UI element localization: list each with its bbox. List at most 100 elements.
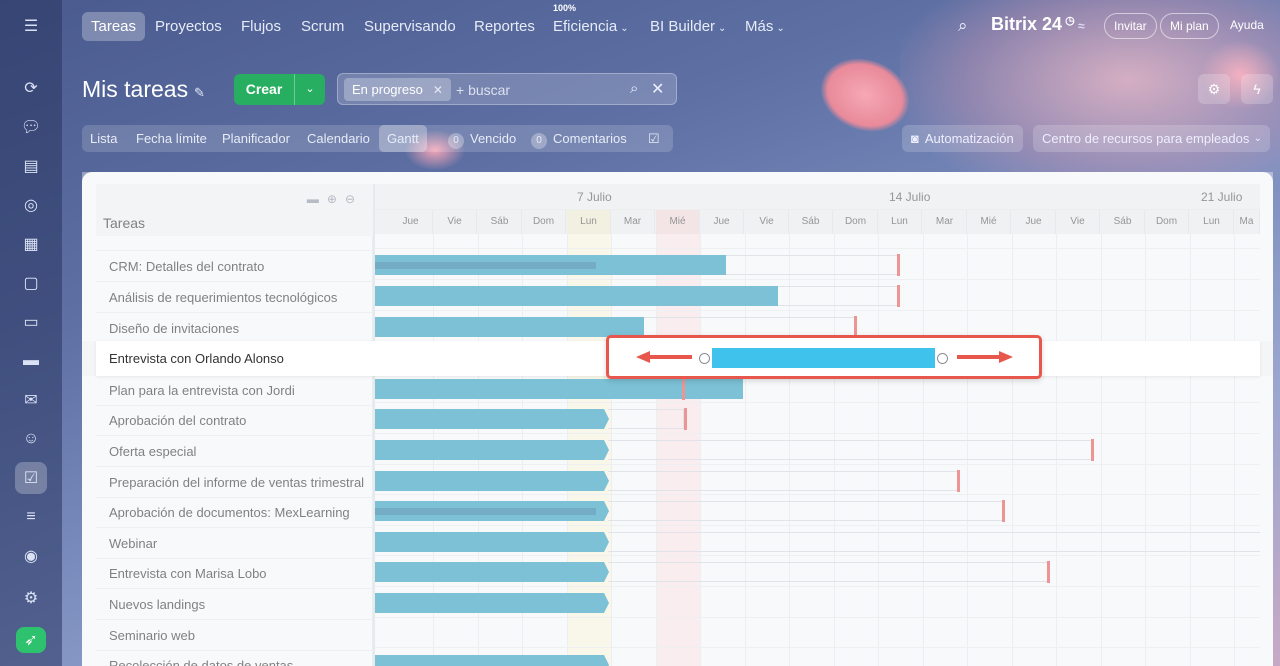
view-deadline[interactable]: Fecha límite [136, 131, 207, 146]
tab-bi-builder[interactable]: BI Builder ⌄ [641, 12, 735, 41]
help-button[interactable]: Ayuda [1230, 18, 1264, 32]
list-item[interactable]: Entrevista con Marisa Lobo [96, 558, 373, 589]
day-header: Mar [923, 210, 967, 234]
task-bar[interactable] [375, 379, 743, 399]
day-header: Dom [1145, 210, 1189, 234]
docs-icon[interactable]: ▢ [23, 275, 39, 292]
tab-more[interactable]: Más ⌄ [736, 12, 794, 41]
resources-center-button[interactable]: Centro de recursos para empleados ⌄ [1033, 125, 1270, 152]
settings-icon[interactable]: ⚙ [23, 590, 39, 607]
list-item[interactable]: Plan para la entrevista con Jordi [96, 375, 373, 406]
deadline-marker[interactable] [1047, 561, 1050, 583]
list-item[interactable]: CRM: Detalles del contrato [96, 251, 373, 282]
task-bar[interactable] [375, 440, 609, 460]
list-item[interactable]: Aprobación de documentos: MexLearning [96, 497, 373, 528]
view-calendar[interactable]: Calendario [307, 131, 370, 146]
search-input[interactable] [456, 80, 616, 100]
tab-tasks[interactable]: Tareas [82, 12, 146, 41]
deadline-marker[interactable] [897, 254, 900, 276]
settings-sliders-icon[interactable]: ≈ [1074, 19, 1085, 33]
deadline-marker[interactable] [1002, 500, 1005, 522]
create-button[interactable]: Crear ⌄ [234, 74, 325, 105]
view-planner[interactable]: Planificador [222, 131, 290, 146]
zoom-out-icon[interactable]: ⊖ [344, 192, 363, 206]
row-line [375, 555, 1260, 556]
my-plan-button[interactable]: Mi plan [1160, 13, 1219, 39]
print-icon[interactable]: ▬ [306, 192, 327, 206]
tab-flows[interactable]: Flujos [241, 18, 282, 35]
pin-icon[interactable]: ✎ [194, 85, 205, 100]
contacts-icon[interactable]: ☺ [22, 430, 40, 447]
view-gantt[interactable]: Gantt [379, 125, 427, 152]
filter-chip[interactable]: En progreso ✕ [344, 78, 451, 101]
task-bar[interactable] [375, 562, 609, 582]
list-item[interactable]: Aprobación del contrato [96, 405, 373, 436]
deadline-marker[interactable] [897, 285, 900, 307]
deadline-marker[interactable] [1091, 439, 1094, 461]
task-bar[interactable] [375, 471, 609, 491]
search-icon[interactable]: ⌕ [630, 80, 639, 97]
zoom-in-icon[interactable]: ⊕ [326, 192, 345, 206]
filter-chip-label: En progreso [352, 82, 423, 97]
deadline-marker[interactable] [682, 378, 685, 400]
chat-icon[interactable]: 💬︎ [20, 119, 42, 136]
chat-check-icon[interactable]: ☑ [648, 131, 660, 146]
comments-counter[interactable]: 0 Comentarios [523, 125, 635, 152]
task-bar[interactable] [375, 286, 778, 306]
robot-icon[interactable]: ◉ [24, 548, 38, 565]
filter-search-bar[interactable]: En progreso ✕ ⌕ ✕ [337, 73, 677, 105]
tab-reports[interactable]: Reportes [474, 18, 535, 35]
tab-projects[interactable]: Proyectos [155, 18, 222, 35]
automation-button[interactable]: ◙ Automatización [902, 125, 1023, 152]
list-item[interactable]: Webinar [96, 528, 373, 559]
list-item[interactable]: Análisis de requerimientos tecnológicos [96, 282, 373, 313]
task-bar[interactable] [375, 655, 609, 666]
calendar-icon[interactable]: ▦ [23, 236, 39, 253]
tasks-icon[interactable]: ☑ [15, 462, 47, 494]
rocket-icon[interactable]: ➶ [16, 627, 46, 653]
close-icon[interactable]: ✕ [432, 83, 443, 97]
search-icon[interactable]: ⌕ [958, 16, 968, 35]
week-header: 14 Julio [882, 184, 1194, 210]
resize-handle-right[interactable] [937, 353, 948, 364]
task-bar-selected[interactable] [712, 348, 935, 368]
list-item[interactable]: Seminario web [96, 620, 373, 651]
close-icon[interactable]: ✕ [651, 81, 665, 98]
mail-icon[interactable]: ✉ [24, 392, 38, 409]
board-icon[interactable]: ▭ [23, 314, 39, 331]
groups-icon[interactable]: ◎ [24, 197, 38, 214]
task-bar[interactable] [375, 532, 609, 552]
gear-icon[interactable]: ⚙ [1198, 74, 1230, 104]
day-header: Mar [611, 210, 655, 234]
list-item[interactable]: Nuevos landings [96, 589, 373, 620]
lightning-icon[interactable]: ϟ [1241, 74, 1273, 104]
menu-icon[interactable]: ☰ [23, 18, 39, 35]
feed-icon[interactable]: ⟳ [24, 80, 38, 97]
deadline-marker[interactable] [854, 316, 857, 338]
invite-button[interactable]: Invitar [1104, 13, 1157, 39]
list-item[interactable]: Preparación del informe de ventas trimes… [96, 467, 373, 498]
filter-icon[interactable]: ≡ [26, 508, 36, 525]
list-item[interactable]: Oferta especial [96, 436, 373, 467]
resize-handle-left[interactable] [699, 353, 710, 364]
column-splitter[interactable] [373, 184, 375, 666]
chevron-down-icon[interactable]: ⌄ [294, 74, 325, 105]
tab-scrum[interactable]: Scrum [301, 18, 345, 35]
deadline-marker[interactable] [957, 470, 960, 492]
grid-line [1056, 234, 1057, 666]
brand-logo: Bitrix 24 ◷ ≈ [991, 14, 1085, 35]
document-icon[interactable]: ▤ [23, 158, 39, 175]
crm-icon[interactable]: ▬ [23, 352, 39, 369]
tab-supervising[interactable]: Supervisando [364, 18, 456, 35]
deadline-marker[interactable] [684, 408, 687, 430]
overdue-counter[interactable]: 0 Vencido [440, 125, 524, 152]
view-switcher: Lista Fecha límite Planificador Calendar… [82, 125, 673, 152]
view-list[interactable]: Lista [90, 131, 118, 146]
task-bar[interactable] [375, 409, 609, 429]
list-item[interactable]: Recolección de datos de ventas [96, 650, 373, 666]
task-bar[interactable] [375, 317, 644, 337]
tab-efficiency[interactable]: 100% Eficiencia ⌄ [544, 3, 638, 41]
day-header: Jue [700, 210, 744, 234]
task-bar[interactable] [375, 593, 609, 613]
efficiency-value: 100% [553, 3, 577, 13]
